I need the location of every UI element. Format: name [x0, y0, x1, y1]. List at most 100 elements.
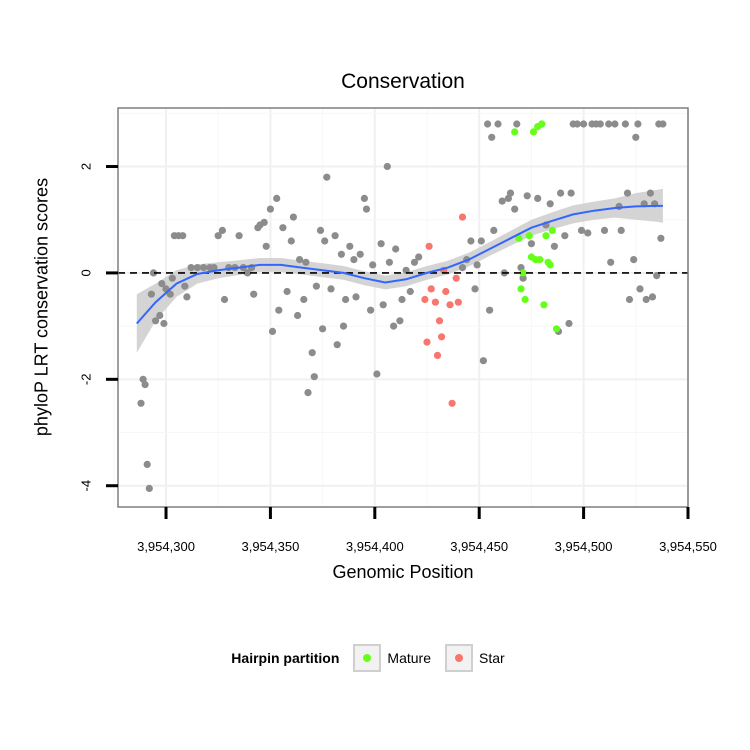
plot-area	[118, 108, 688, 507]
legend-label-mature: Mature	[387, 650, 431, 666]
data-point-other	[369, 261, 377, 269]
data-point-other	[494, 120, 502, 128]
data-point-other	[275, 306, 283, 314]
data-point-other	[273, 194, 281, 202]
data-point-other	[181, 282, 189, 290]
data-point-other	[283, 287, 291, 296]
data-point-other	[210, 264, 218, 272]
data-point-other	[200, 264, 208, 272]
data-point-other	[360, 194, 368, 202]
data-point-other	[262, 242, 270, 250]
data-point-star	[425, 242, 433, 250]
data-point-other	[519, 274, 527, 282]
data-point-other	[653, 272, 661, 280]
data-point-other	[623, 189, 632, 197]
data-point-other	[479, 357, 487, 365]
data-point-other	[573, 120, 581, 128]
data-point-other	[486, 306, 494, 314]
data-point-other	[143, 460, 151, 468]
data-point-other	[546, 200, 554, 208]
smooth-line	[136, 204, 663, 325]
data-point-other	[187, 264, 195, 272]
data-point-star	[421, 295, 429, 304]
plot-background	[118, 108, 688, 507]
data-point-other	[352, 293, 360, 301]
data-point-other	[304, 389, 312, 397]
data-point-star	[454, 298, 462, 306]
data-point-other	[166, 290, 174, 298]
confidence-band	[136, 188, 663, 353]
data-point-other	[319, 325, 327, 333]
data-point-other	[471, 285, 479, 293]
legend-dot-star	[455, 654, 463, 662]
data-point-other	[179, 232, 187, 240]
data-point-other	[156, 311, 164, 320]
data-point-other	[488, 133, 496, 141]
data-point-other	[615, 202, 623, 210]
data-point-mature	[552, 325, 561, 333]
data-point-star	[452, 274, 460, 282]
x-tick-label: 3,954,550	[659, 539, 717, 554]
data-point-other	[511, 205, 519, 213]
data-point-other	[342, 295, 350, 304]
data-point-other	[600, 226, 609, 234]
data-point-other	[337, 250, 345, 258]
data-point-mature	[529, 128, 538, 136]
data-point-other	[632, 133, 640, 141]
data-point-other	[477, 237, 485, 245]
y-tick-label: -4	[79, 480, 94, 492]
data-point-other	[596, 120, 604, 128]
data-point-star	[442, 287, 450, 296]
data-point-other	[152, 317, 160, 325]
data-point-other	[308, 349, 316, 357]
x-tick-label: 3,954,300	[137, 539, 195, 554]
data-point-star	[438, 333, 446, 341]
data-point-other	[302, 258, 310, 266]
data-point-other	[396, 317, 404, 325]
data-point-mature	[517, 285, 525, 293]
data-point-other	[377, 240, 385, 248]
data-point-star	[427, 285, 435, 293]
data-point-other	[279, 224, 287, 232]
legend-key-star	[445, 644, 473, 672]
data-point-other	[550, 242, 559, 250]
data-point-other	[218, 226, 226, 234]
smooth-curve	[136, 204, 663, 325]
data-point-other	[346, 242, 354, 250]
data-point-other	[268, 327, 277, 335]
data-point-other	[385, 258, 393, 266]
legend-key-mature	[353, 644, 382, 672]
data-point-other	[584, 229, 592, 237]
data-point-other	[149, 269, 158, 277]
data-point-other	[621, 120, 630, 128]
data-point-other	[220, 295, 229, 304]
data-point-other	[659, 120, 667, 128]
data-point-other	[379, 301, 387, 309]
data-point-mature	[521, 295, 529, 304]
data-point-other	[331, 232, 339, 240]
legend-title: Hairpin partition	[231, 650, 340, 666]
data-point-other	[289, 213, 297, 221]
data-point-star	[448, 399, 456, 407]
data-point-star	[446, 301, 454, 309]
data-point-other	[523, 192, 531, 200]
data-point-other	[648, 293, 657, 301]
data-point-other	[607, 258, 615, 266]
data-point-star	[433, 351, 442, 359]
data-point-other	[137, 399, 145, 407]
data-point-other	[557, 189, 565, 197]
data-point-other	[630, 256, 638, 264]
data-point-other	[310, 373, 318, 381]
data-point-star	[423, 338, 431, 346]
data-point-other	[490, 226, 498, 234]
x-tick-label: 3,954,450	[450, 539, 508, 554]
data-point-other	[373, 370, 381, 378]
data-point-other	[473, 261, 481, 269]
data-point-other	[243, 269, 252, 277]
data-point-other	[636, 285, 644, 293]
data-point-mature	[525, 232, 533, 240]
data-point-other	[580, 120, 588, 128]
data-point-other	[561, 232, 569, 240]
x-tick-label: 3,954,400	[346, 539, 404, 554]
data-point-other	[300, 295, 308, 304]
